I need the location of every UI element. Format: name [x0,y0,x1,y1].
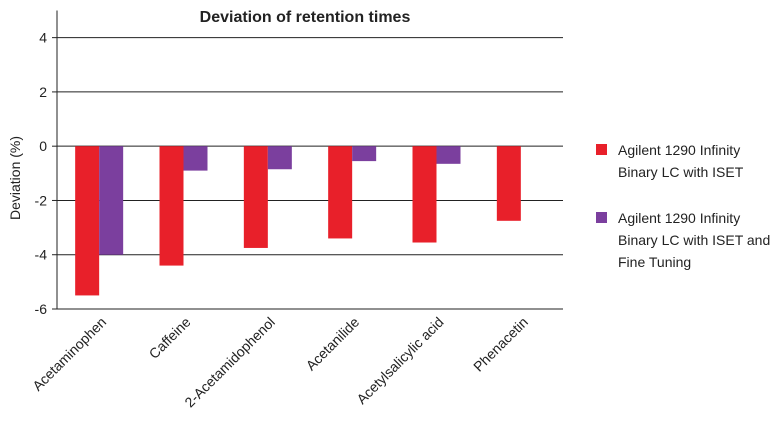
bar [243,146,268,248]
y-tick-label: 2 [39,84,47,100]
bar [183,146,208,171]
chart-title: Deviation of retention times [200,9,411,26]
x-tick-label: Phenacetin [470,314,531,375]
legend-label: Agilent 1290 Infinity Binary LC with ISE… [618,210,771,270]
legend-swatch [596,144,607,155]
bar [412,146,437,243]
y-tick-label: 4 [39,30,47,46]
bar [352,146,377,162]
bar [75,146,100,296]
y-tick-label: -6 [35,301,48,317]
bar [159,146,184,266]
x-tick-label: Acetaminophen [29,314,109,394]
bar [99,146,124,255]
y-tick-label: 0 [39,138,47,154]
x-tick-label: Caffeine [146,314,194,362]
x-tick-label: 2-Acetamidophenol [181,314,278,411]
x-tick-label: Acetanilide [303,314,363,374]
legend-label: Agilent 1290 Infinity Binary LC with ISE… [618,142,744,180]
x-tick-label: Acetylsalicylic acid [353,314,446,407]
y-tick-label: -4 [35,247,48,263]
bar [328,146,353,239]
bar [267,146,292,170]
y-axis-label: Deviation (%) [7,136,23,220]
y-tick-label: -2 [35,192,48,208]
bar [436,146,461,164]
bar [496,146,521,221]
legend-swatch [596,212,607,223]
